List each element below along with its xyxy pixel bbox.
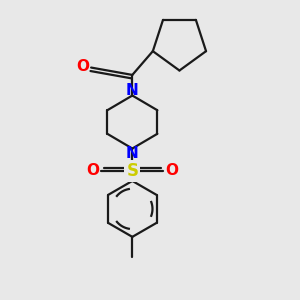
Text: O: O [76, 58, 89, 74]
Text: N: N [126, 83, 139, 98]
Text: S: S [126, 162, 138, 180]
Text: N: N [126, 146, 139, 161]
Text: O: O [165, 163, 178, 178]
Text: O: O [87, 163, 100, 178]
